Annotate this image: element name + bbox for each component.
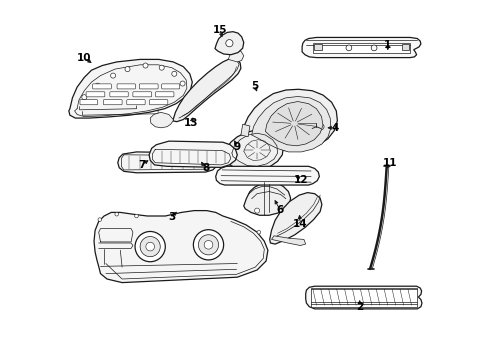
Polygon shape [401,44,408,50]
Circle shape [115,212,118,216]
Circle shape [95,83,100,88]
Polygon shape [305,286,421,309]
Text: 13: 13 [183,118,198,128]
Polygon shape [302,37,420,58]
FancyBboxPatch shape [133,92,151,97]
Circle shape [145,242,154,251]
Text: 1: 1 [384,40,390,50]
Circle shape [225,40,232,47]
Circle shape [257,230,260,234]
Polygon shape [310,288,416,307]
Polygon shape [69,59,192,118]
Circle shape [204,240,212,249]
Text: 7: 7 [138,160,145,170]
Circle shape [171,71,177,76]
FancyBboxPatch shape [155,92,174,97]
Polygon shape [223,130,283,171]
Circle shape [193,230,223,260]
Polygon shape [241,89,337,150]
FancyBboxPatch shape [103,100,122,105]
Polygon shape [150,112,173,128]
Text: 5: 5 [250,81,258,91]
Polygon shape [269,193,321,244]
Polygon shape [94,211,267,283]
Text: 4: 4 [331,123,338,133]
Circle shape [110,73,115,78]
Polygon shape [251,96,330,152]
Polygon shape [149,141,237,167]
Text: 8: 8 [202,163,209,174]
Circle shape [277,207,283,212]
Text: 10: 10 [77,53,91,63]
Polygon shape [241,124,249,137]
Polygon shape [215,166,319,185]
FancyBboxPatch shape [162,84,179,89]
Text: 11: 11 [382,158,397,168]
FancyBboxPatch shape [92,84,111,89]
Polygon shape [215,32,244,55]
FancyBboxPatch shape [86,92,104,97]
Circle shape [81,95,87,100]
Text: 14: 14 [292,219,307,229]
Circle shape [159,65,164,70]
Ellipse shape [305,120,326,133]
Circle shape [135,231,165,262]
Circle shape [134,214,138,218]
Text: 15: 15 [212,24,227,35]
Polygon shape [271,236,305,246]
FancyBboxPatch shape [117,84,135,89]
FancyBboxPatch shape [110,92,128,97]
Text: 3: 3 [168,212,175,222]
FancyBboxPatch shape [80,100,98,105]
Circle shape [98,218,102,221]
Polygon shape [313,44,321,50]
Circle shape [142,63,148,68]
Polygon shape [118,152,217,173]
Circle shape [140,237,160,257]
Circle shape [125,67,130,72]
Text: 2: 2 [355,302,363,312]
Text: 9: 9 [233,142,241,152]
Circle shape [370,45,376,51]
Ellipse shape [308,122,324,131]
Circle shape [254,208,259,213]
FancyBboxPatch shape [126,100,145,105]
FancyBboxPatch shape [149,100,167,105]
Polygon shape [173,58,241,122]
Circle shape [346,45,351,51]
FancyBboxPatch shape [139,84,158,89]
Polygon shape [265,102,322,146]
Polygon shape [228,50,244,62]
Text: 12: 12 [293,175,308,185]
Polygon shape [312,43,409,53]
Text: 6: 6 [276,204,283,215]
Circle shape [198,235,218,255]
Circle shape [180,81,185,86]
Polygon shape [244,182,290,215]
